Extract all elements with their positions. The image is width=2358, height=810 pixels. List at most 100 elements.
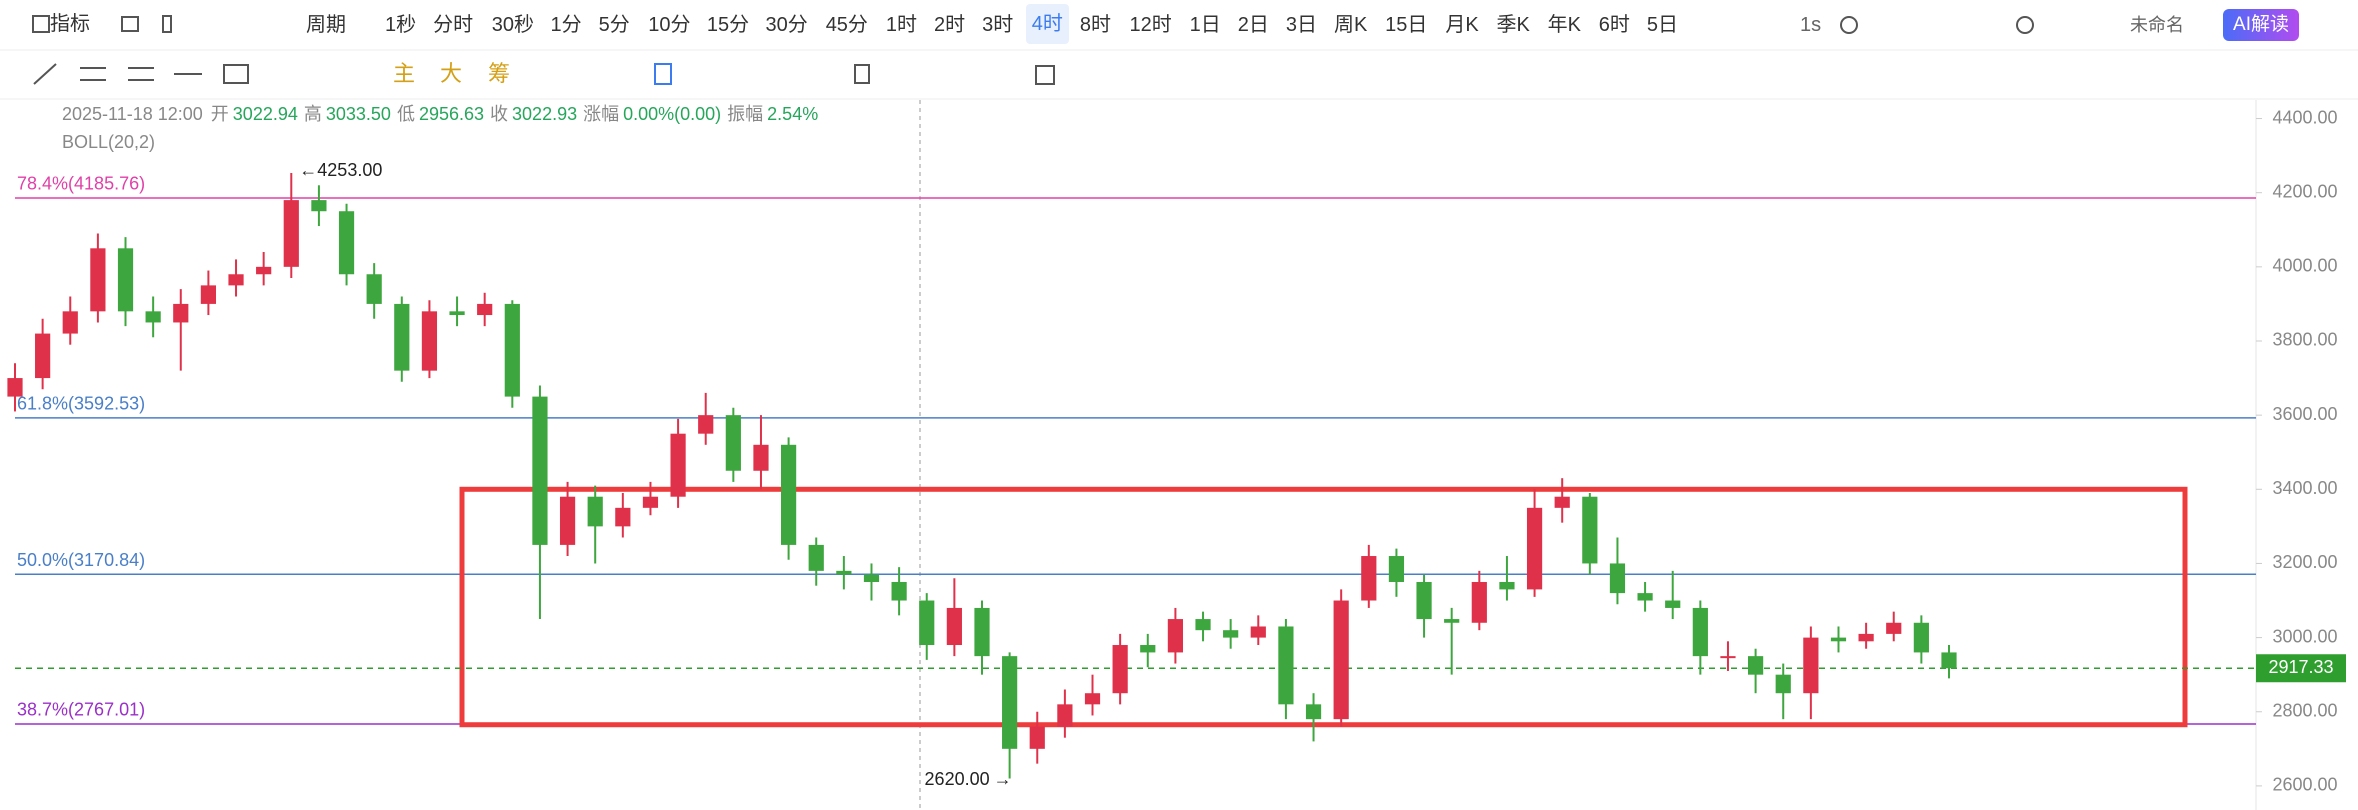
candle-body — [753, 444, 769, 471]
chip-button[interactable]: 筹 — [488, 61, 511, 86]
info-bar: 2025-11-18 12:00 开 3022.94 高 3033.50 低 2956.63… — [62, 100, 824, 156]
candle-body — [338, 211, 355, 275]
interval-button[interactable]: 月K — [1445, 14, 1479, 36]
interval-button[interactable]: 45分 — [825, 14, 868, 36]
candle-body — [1665, 600, 1681, 608]
high-annotation: 4253.00 — [317, 160, 382, 180]
candle-body — [781, 444, 797, 545]
candle-body — [863, 574, 880, 582]
ohlc-info: 2025-11-18 12:00 开 3022.94 高 3033.50 低 2956.63… — [62, 100, 824, 128]
last-price-tag — [2256, 654, 2346, 683]
interval-button[interactable]: 3日 — [1285, 14, 1318, 36]
y-tick-label: 2600.00 — [2272, 775, 2337, 795]
candle-body — [698, 415, 714, 434]
interval-button[interactable]: 3时 — [982, 14, 1014, 36]
info-value: 0.00%(0.00) — [623, 104, 722, 124]
last-price-label: 2917.33 — [2268, 657, 2333, 677]
interval-button[interactable]: 2时 — [933, 14, 966, 36]
info-label: 高 — [303, 104, 322, 124]
interval-button[interactable]: 8时 — [1079, 14, 1111, 36]
interval-button[interactable]: 1秒 — [385, 14, 417, 36]
info-label: 低 — [396, 104, 415, 124]
candle-body — [1858, 633, 1874, 642]
candle-body — [1057, 704, 1073, 727]
workspace[interactable]: 未命名 — [2130, 15, 2184, 35]
candle-body — [1029, 726, 1045, 749]
candle-body — [477, 303, 493, 316]
interval-button[interactable]: 1日 — [1189, 14, 1221, 36]
speed[interactable]: 1s — [1800, 14, 1822, 36]
period-button[interactable]: 周期 — [306, 14, 346, 36]
interval-button[interactable]: 5分 — [598, 14, 630, 36]
y-tick-label: 3000.00 — [2272, 626, 2337, 646]
candle-body — [1195, 619, 1211, 631]
low-annotation: 2620.00 — [925, 769, 990, 789]
candle-body — [421, 311, 438, 371]
candle-body — [1278, 626, 1294, 705]
candle-body — [366, 274, 382, 304]
interval-button[interactable]: 30秒 — [491, 14, 535, 36]
icon — [223, 64, 249, 84]
candle-body — [394, 303, 410, 371]
info-value: 2956.63 — [418, 104, 485, 124]
interval-button[interactable]: 12时 — [1129, 14, 1172, 36]
interval-button[interactable]: 周K — [1334, 14, 1368, 36]
interval-button[interactable]: 1分 — [550, 14, 582, 36]
candle-body — [642, 496, 659, 508]
candle-body — [1084, 693, 1101, 705]
info-value: 3022.93 — [512, 104, 578, 124]
interval-button[interactable]: 年K — [1547, 14, 1581, 36]
interval-button[interactable]: 1时 — [885, 14, 917, 36]
y-tick-label: 2800.00 — [2272, 700, 2337, 720]
info-label: 收 — [490, 104, 509, 124]
interval-button[interactable]: 10分 — [648, 14, 691, 36]
candle-body — [1444, 619, 1460, 623]
interval-button[interactable]: 30分 — [765, 14, 808, 36]
interval-button[interactable]: 2日 — [1237, 14, 1269, 36]
y-tick-label: 4000.00 — [2272, 256, 2337, 276]
candle-body — [946, 607, 962, 646]
y-tick-label: 4400.00 — [2272, 107, 2337, 127]
ai-button[interactable]: AI解读 — [2223, 9, 2299, 41]
interval-button[interactable]: 6时 — [1598, 14, 1630, 36]
candle-body — [504, 303, 520, 397]
candle-body — [7, 378, 23, 397]
chip-button[interactable]: 主 — [393, 61, 416, 86]
interval-button[interactable]: 15分 — [706, 14, 750, 36]
y-tick-label: 3800.00 — [2272, 330, 2337, 350]
candle-body — [1830, 637, 1847, 642]
info-value: 3022.94 — [232, 104, 298, 124]
candle-body — [283, 200, 299, 267]
candle-body — [1886, 622, 1902, 634]
interval-button[interactable]: 季K — [1496, 14, 1530, 36]
candle-body — [670, 433, 686, 497]
info-label: 开 — [210, 104, 229, 124]
info-label: 振幅 — [727, 104, 764, 124]
candle-body — [1637, 593, 1653, 601]
candle-body — [1223, 630, 1239, 638]
candle-body — [228, 274, 244, 286]
candle-body — [1720, 656, 1736, 659]
icon — [854, 64, 870, 84]
interval-button[interactable]: 15日 — [1385, 14, 1428, 36]
info-value: 3033.50 — [325, 104, 391, 124]
info-label: 涨幅 — [583, 104, 620, 124]
interval-button[interactable]: 4时 — [1025, 4, 1069, 44]
candle-body — [1333, 600, 1349, 720]
candle-body — [311, 200, 327, 212]
indicator: BOLL(20,2) — [62, 132, 156, 152]
indicator-button[interactable]: 指标 — [50, 13, 90, 35]
candle-body — [836, 570, 852, 575]
candle-body — [1692, 607, 1708, 657]
chip-button[interactable]: 大 — [440, 61, 463, 86]
arrow: → — [994, 769, 1012, 789]
candle-body — [1913, 622, 1929, 653]
candle-body — [1471, 581, 1487, 623]
interval-button[interactable]: 分时 — [433, 14, 474, 36]
interval-button[interactable]: 5日 — [1646, 14, 1678, 36]
candle-body — [587, 496, 603, 527]
icon — [162, 15, 172, 33]
icon — [33, 63, 57, 85]
candle-body — [1388, 556, 1405, 582]
